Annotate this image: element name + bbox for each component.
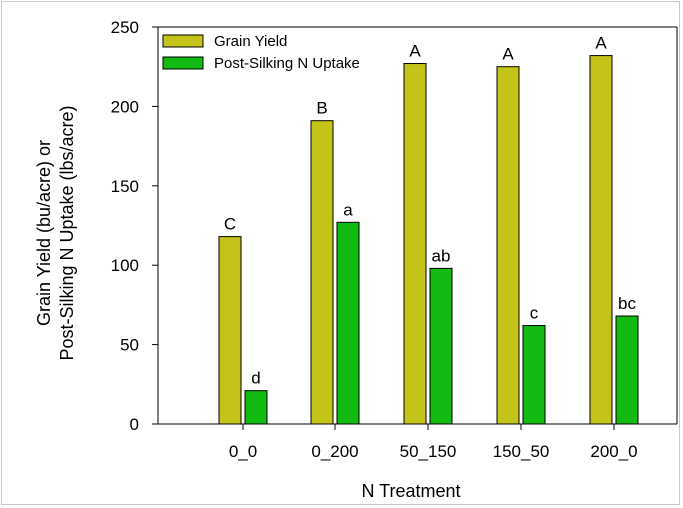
bar-letter-n-uptake-50_150: ab <box>432 246 451 265</box>
bar-grain-yield-0_0 <box>218 236 242 425</box>
bar-letter-n-uptake-0_0: d <box>251 369 260 388</box>
x-tick-label-0_0: 0_0 <box>229 442 257 461</box>
y-tick-label-150: 150 <box>111 177 139 196</box>
bar-grain-yield-50_150 <box>403 63 427 425</box>
x-axis-title: N Treatment <box>361 481 460 501</box>
y-tick-label-0: 0 <box>130 415 139 434</box>
legend: Grain Yield Post-Silking N Uptake <box>162 33 360 72</box>
bar-letter-n-uptake-150_50: c <box>530 304 539 323</box>
bar-n-uptake-200_0 <box>615 315 639 425</box>
legend-label-grain-yield: Grain Yield <box>214 33 287 50</box>
bar-letter-grain-yield-200_0: A <box>595 34 607 53</box>
legend-swatch-n-uptake <box>162 56 204 70</box>
bar-n-uptake-150_50 <box>522 325 546 425</box>
ticks-group: 0 50 100 150 200 250 0_0 0_200 50_150 150_50 200_0 <box>111 18 638 461</box>
y-axis-title-line-1: Grain Yield (bu/acre) or <box>34 140 54 326</box>
bar-n-uptake-50_150 <box>429 267 453 425</box>
y-tick-label-250: 250 <box>111 18 139 37</box>
bar-letter-grain-yield-0_200: B <box>316 99 327 118</box>
bar-grain-yield-200_0 <box>589 55 613 425</box>
bar-letter-n-uptake-0_200: a <box>343 200 353 219</box>
bar-letter-grain-yield-150_50: A <box>502 45 514 64</box>
bar-n-uptake-0_0 <box>244 390 268 425</box>
y-tick-label-200: 200 <box>111 97 139 116</box>
y-axis-title-line-2: Post-Silking N Uptake (lbs/acre) <box>57 105 77 360</box>
x-tick-label-50_150: 50_150 <box>400 442 457 461</box>
bar-grain-yield-0_200 <box>310 120 334 425</box>
y-tick-label-50: 50 <box>120 336 139 355</box>
x-tick-label-150_50: 150_50 <box>493 442 550 461</box>
bar-grain-yield-150_50 <box>496 66 520 425</box>
bars-group <box>218 55 639 425</box>
legend-swatch-grain-yield <box>162 34 204 48</box>
bar-letter-labels: Cd Ba Aab Ac Abc <box>224 34 637 388</box>
legend-label-n-uptake: Post-Silking N Uptake <box>214 55 360 72</box>
x-tick-label-0_200: 0_200 <box>311 442 358 461</box>
x-tick-label-200_0: 200_0 <box>590 442 637 461</box>
bar-letter-grain-yield-50_150: A <box>409 42 421 61</box>
y-tick-label-100: 100 <box>111 256 139 275</box>
axes-group <box>157 26 678 425</box>
titles-group: N Treatment Grain Yield (bu/acre) or Pos… <box>34 105 461 501</box>
bar-letter-n-uptake-200_0: bc <box>618 294 636 313</box>
bar-letter-grain-yield-0_0: C <box>224 215 236 234</box>
bar-n-uptake-0_200 <box>336 221 360 425</box>
